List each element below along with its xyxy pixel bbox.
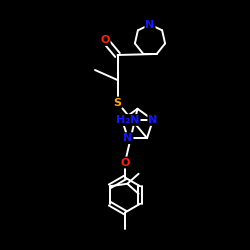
Text: S: S	[114, 98, 122, 108]
Text: O: O	[100, 35, 110, 45]
Text: O: O	[120, 158, 130, 168]
Text: N: N	[148, 115, 158, 125]
Text: H₂N: H₂N	[116, 115, 140, 125]
Text: N: N	[146, 20, 154, 30]
Text: N: N	[123, 133, 132, 143]
Text: N: N	[118, 115, 127, 125]
